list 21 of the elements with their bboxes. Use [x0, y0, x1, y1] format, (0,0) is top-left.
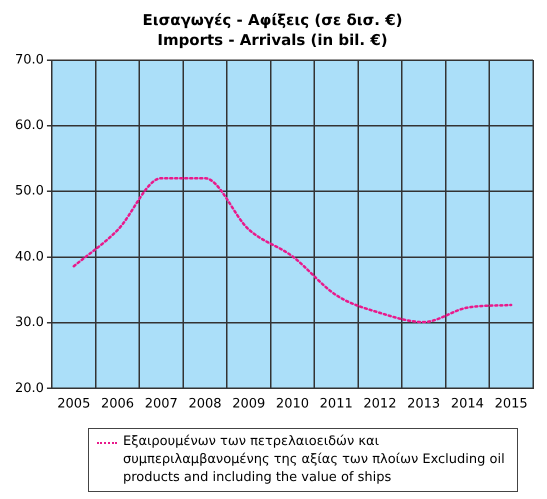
- x-tick-label: 2009: [232, 396, 266, 412]
- x-tick-label: 2008: [188, 396, 222, 412]
- x-tick-label: 2015: [494, 396, 528, 412]
- x-tick-label: 2010: [276, 396, 310, 412]
- legend-label: Εξαιρουμένων των πετρελαιοειδών και συμπεριλαμβανομένης της αξίας των πλοίων Excluding oil products and including the value of ships: [123, 433, 506, 487]
- y-tick-label: 40.0: [14, 249, 44, 264]
- chart-subtitle: Imports - Arrivals (in bil. €): [157, 30, 388, 49]
- y-tick-label: 70.0: [14, 52, 44, 68]
- y-tick-label: 20.0: [14, 380, 44, 396]
- line-series: [72, 176, 512, 324]
- x-tick-label: 2007: [144, 396, 178, 412]
- y-tick-label: 50.0: [14, 184, 44, 199]
- x-tick-label: 2014: [450, 396, 484, 412]
- x-tick-label: 2005: [57, 396, 90, 412]
- x-tick-label: 2006: [100, 396, 134, 412]
- x-tick-label: 2012: [363, 396, 396, 412]
- x-tick-label: 2011: [320, 396, 353, 412]
- x-tick-label: 2013: [407, 396, 440, 412]
- chart-title: Εισαγωγές - Αφίξεις (σε δισ. €): [142, 10, 402, 29]
- y-tick-label: 60.0: [14, 118, 44, 134]
- y-tick-label: 30.0: [14, 315, 44, 330]
